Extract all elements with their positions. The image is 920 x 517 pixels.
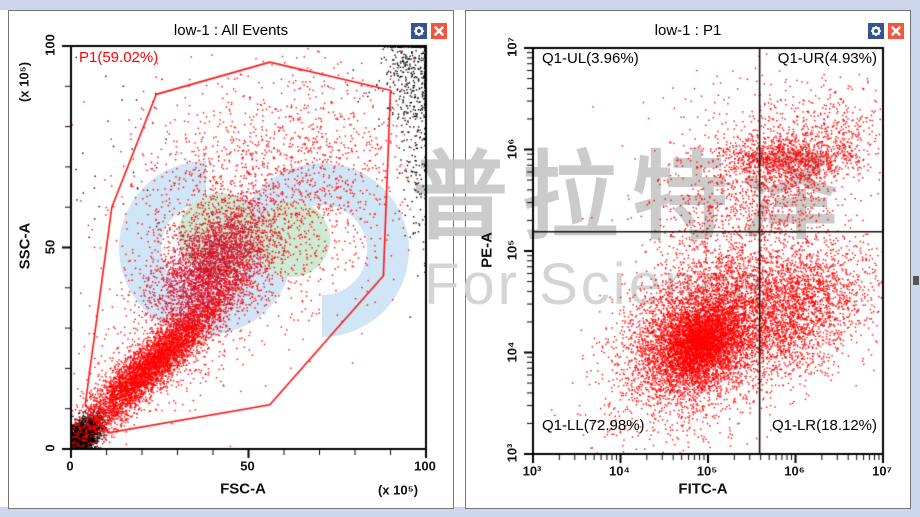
plot-window-all-events: low-1 : All Events (8, 10, 454, 509)
panel-resize-handle[interactable] (913, 276, 919, 285)
fitc-pe-scatter-plot[interactable] (466, 11, 910, 508)
plot-window-p1: low-1 : P1 (465, 10, 911, 509)
fsc-ssc-scatter-plot[interactable] (9, 11, 453, 508)
app-background-bottom (0, 507, 920, 517)
app-background-right (911, 0, 920, 517)
app-background-top (0, 0, 920, 10)
